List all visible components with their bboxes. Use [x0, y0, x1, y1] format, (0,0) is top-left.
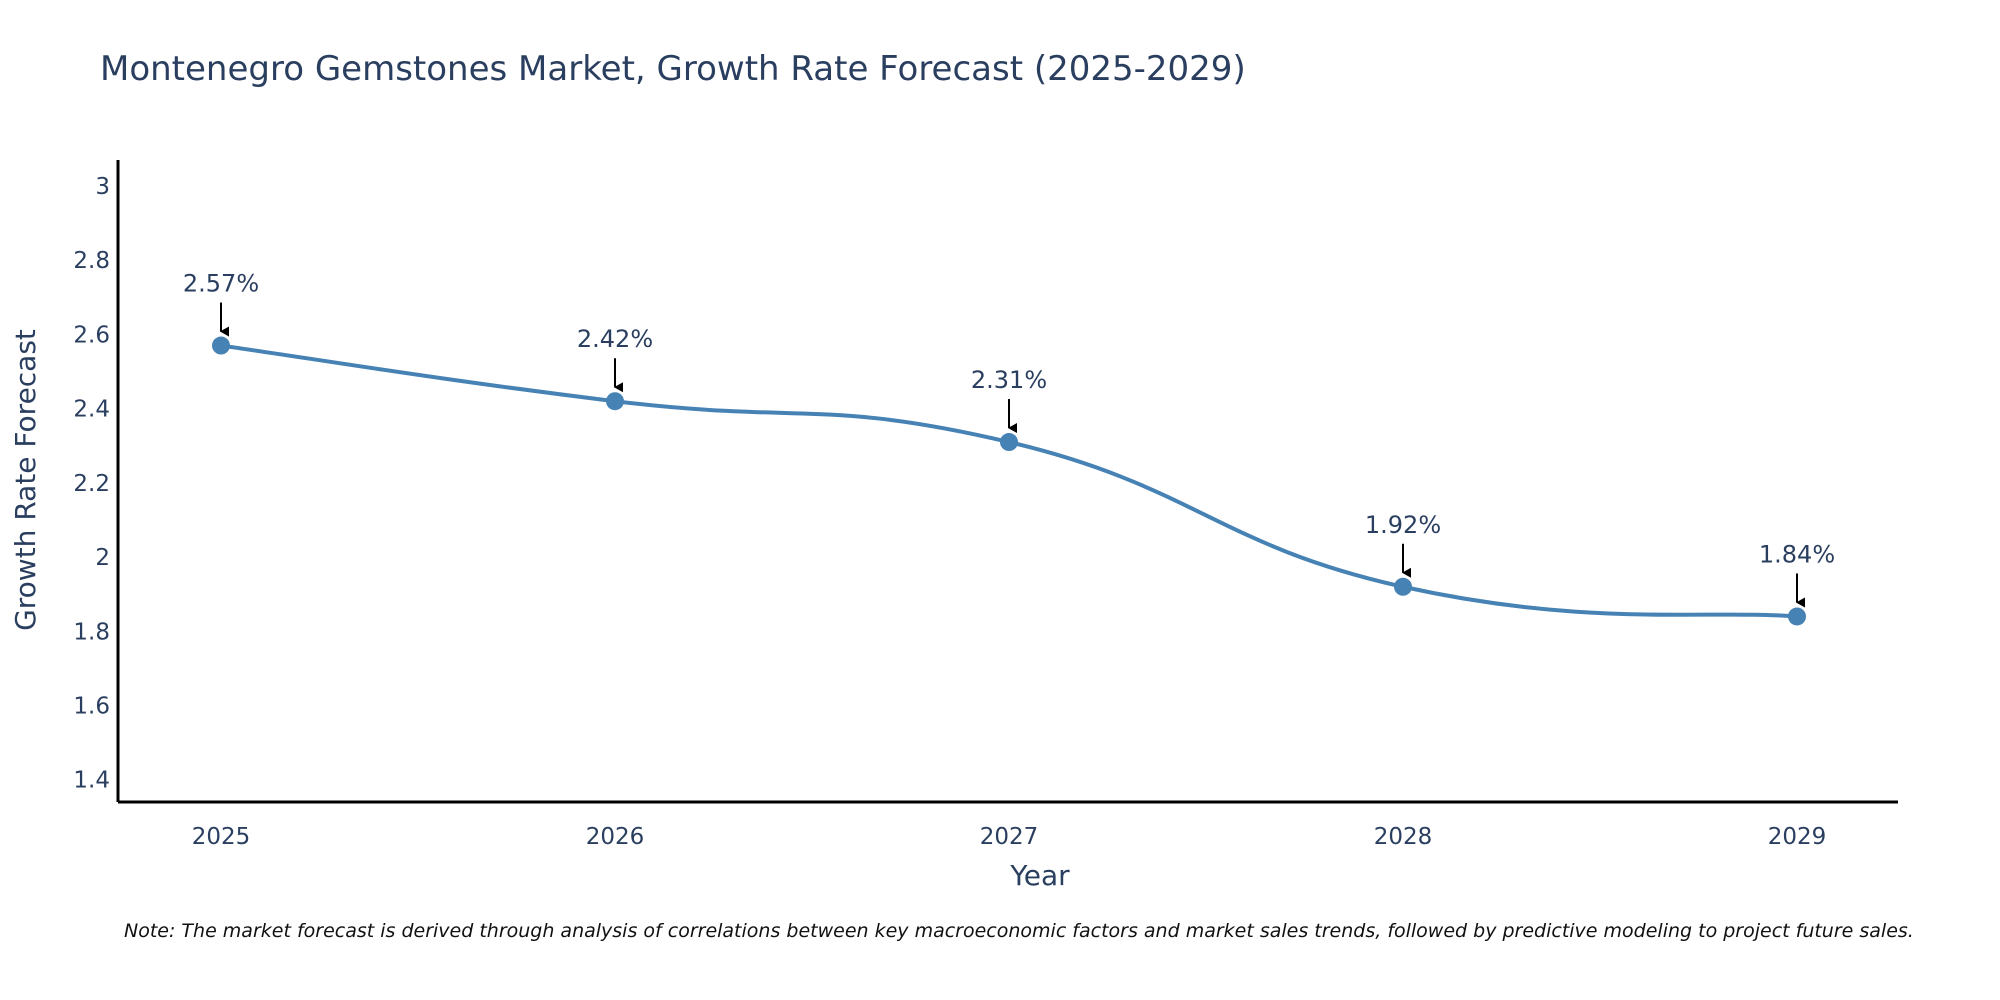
x-tick-label: 2027 — [980, 824, 1039, 850]
data-label: 1.84% — [1759, 540, 1835, 568]
data-point[interactable] — [1000, 433, 1018, 452]
data-label: 2.42% — [577, 325, 653, 353]
y-tick-label: 2.2 — [73, 471, 110, 497]
y-tick-label: 1.4 — [73, 768, 110, 794]
x-tick-label: 2026 — [586, 824, 645, 850]
data-label: 2.57% — [183, 270, 259, 298]
y-tick-label: 2 — [95, 545, 110, 571]
y-axis-title: Growth Rate Forecast — [9, 329, 42, 631]
x-tick-label: 2025 — [192, 824, 251, 850]
data-point[interactable] — [1788, 607, 1806, 626]
y-tick-label: 1.8 — [73, 619, 110, 645]
footnote: Note: The market forecast is derived thr… — [124, 920, 1914, 942]
data-point[interactable] — [212, 336, 230, 355]
data-label: 1.92% — [1365, 511, 1441, 539]
chart-title: Montenegro Gemstones Market, Growth Rate… — [100, 49, 1246, 89]
data-point[interactable] — [1394, 577, 1412, 596]
y-tick-label: 1.6 — [73, 694, 110, 720]
y-tick-label: 3 — [95, 174, 110, 200]
x-axis-title: Year — [1009, 859, 1070, 892]
data-label: 2.31% — [971, 366, 1047, 394]
data-point[interactable] — [606, 392, 624, 411]
x-tick-label: 2029 — [1768, 824, 1827, 850]
y-tick-label: 2.6 — [73, 322, 110, 348]
y-tick-label: 2.8 — [73, 248, 110, 274]
x-tick-label: 2028 — [1374, 824, 1433, 850]
y-tick-label: 2.4 — [73, 397, 110, 423]
